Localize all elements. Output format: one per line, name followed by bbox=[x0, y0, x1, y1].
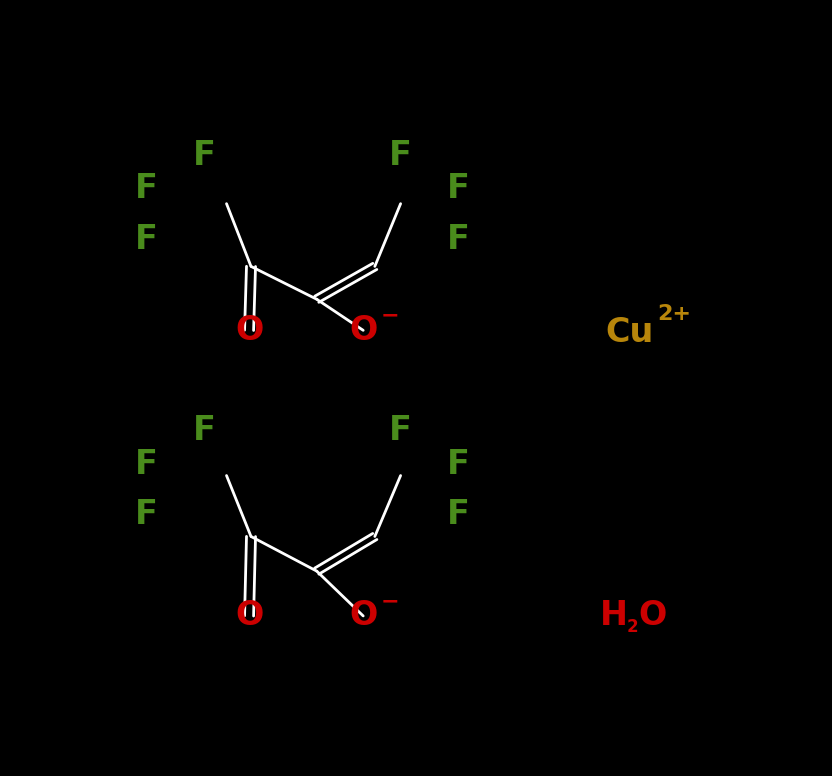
Text: 2+: 2+ bbox=[657, 304, 691, 324]
Text: F: F bbox=[135, 498, 157, 531]
Text: F: F bbox=[192, 140, 215, 172]
Text: F: F bbox=[389, 414, 412, 447]
Text: −: − bbox=[381, 306, 399, 325]
Text: F: F bbox=[135, 172, 157, 205]
Text: F: F bbox=[135, 449, 157, 481]
Text: F: F bbox=[135, 223, 157, 256]
Text: F: F bbox=[448, 172, 470, 205]
Text: O: O bbox=[349, 599, 378, 632]
Text: F: F bbox=[389, 140, 412, 172]
Text: F: F bbox=[448, 449, 470, 481]
Text: F: F bbox=[192, 414, 215, 447]
Text: O: O bbox=[638, 599, 666, 632]
Text: O: O bbox=[235, 314, 263, 347]
Text: H: H bbox=[599, 599, 627, 632]
Text: F: F bbox=[448, 498, 470, 531]
Text: Cu: Cu bbox=[606, 316, 654, 348]
Text: −: − bbox=[381, 591, 399, 611]
Text: O: O bbox=[349, 314, 378, 347]
Text: 2: 2 bbox=[627, 618, 638, 636]
Text: F: F bbox=[448, 223, 470, 256]
Text: O: O bbox=[235, 599, 263, 632]
